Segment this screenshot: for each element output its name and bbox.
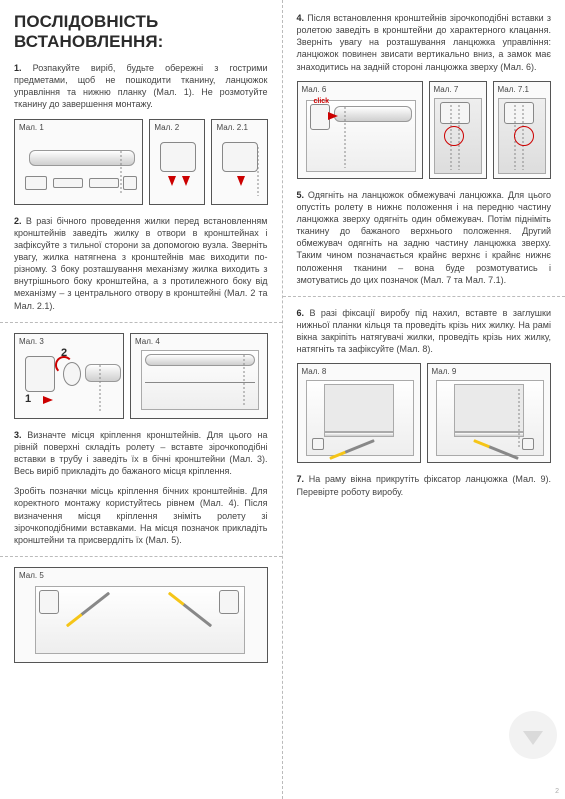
figure-6: Мал. 6 click — [297, 81, 423, 179]
step-2: 2. В разі бічного проведення жилки перед… — [14, 215, 268, 312]
step-6-text: В разі фіксації виробу під нахил, вставт… — [297, 308, 552, 354]
right-column: 4. Після встановлення кронштейнів зірочк… — [283, 0, 565, 799]
step-1-text: Розпакуйте виріб, будьте обережні з гост… — [14, 63, 268, 109]
figure-7-1: Мал. 7.1 — [493, 81, 551, 179]
figure-3: Мал. 3 1 2 — [14, 333, 124, 419]
figure-label: Мал. 9 — [432, 367, 457, 376]
figure-2: Мал. 2 — [149, 119, 205, 205]
step-5: 5. Одягніть на ланцюжок обмежувачі ланцю… — [297, 189, 552, 286]
figure-9: Мал. 9 — [427, 363, 551, 463]
figure-1: Мал. 1 — [14, 119, 143, 205]
fig-row-3-4: Мал. 3 1 2 Мал. 4 — [14, 333, 268, 419]
figure-label: Мал. 6 — [302, 85, 327, 94]
figure-label: Мал. 7.1 — [498, 85, 529, 94]
figure-label: Мал. 1 — [19, 123, 44, 132]
page-number: 2 — [555, 788, 559, 795]
step-7: 7. На раму вікна прикрутіть фіксатор лан… — [297, 473, 552, 497]
watermark-icon — [509, 711, 557, 759]
fig-row-8-9: Мал. 8 Мал. 9 — [297, 363, 552, 463]
page-title: ПОСЛІДОВНІСТЬ ВСТАНОВЛЕННЯ: — [14, 12, 268, 52]
step-2-text: В разі бічного проведення жилки перед вс… — [14, 216, 268, 311]
figure-label: Мал. 5 — [19, 571, 44, 580]
left-column: ПОСЛІДОВНІСТЬ ВСТАНОВЛЕННЯ: 1. Розпакуйт… — [0, 0, 283, 799]
step-3-text: Визначте місця кріплення кронштейнів. Дл… — [14, 430, 268, 476]
figure-label: Мал. 7 — [434, 85, 459, 94]
fig-row-5: Мал. 5 — [14, 567, 268, 663]
figure-5: Мал. 5 — [14, 567, 268, 663]
step-5-text: Одягніть на ланцюжок обмежувачі ланцюжка… — [297, 190, 552, 285]
figure-2-1: Мал. 2.1 — [211, 119, 267, 205]
step-4-text: Після встановлення кронштейнів зірочкопо… — [297, 13, 552, 72]
figure-4: Мал. 4 — [130, 333, 268, 419]
figure-8: Мал. 8 — [297, 363, 421, 463]
step-4: 4. Після встановлення кронштейнів зірочк… — [297, 12, 552, 73]
figure-label: Мал. 2.1 — [216, 123, 247, 132]
step-3b: Зробіть позначки місць кріплення бічних … — [14, 485, 268, 546]
fig-row-1-2: Мал. 1 Мал. 2 Мал. 2.1 — [14, 119, 268, 205]
figure-label: Мал. 8 — [302, 367, 327, 376]
step-7-text: На раму вікна прикрутіть фіксатор ланцюж… — [297, 474, 552, 496]
step-1: 1. Розпакуйте виріб, будьте обережні з г… — [14, 62, 268, 111]
fig-row-6-7: Мал. 6 click Мал. 7 Мал. 7.1 — [297, 81, 552, 179]
figure-label: Мал. 3 — [19, 337, 44, 346]
figure-label: Мал. 2 — [154, 123, 179, 132]
click-label: click — [314, 98, 330, 105]
figure-label: Мал. 4 — [135, 337, 160, 346]
step-6: 6. В разі фіксації виробу під нахил, вст… — [297, 307, 552, 356]
step-3: 3. Визначте місця кріплення кронштейнів.… — [14, 429, 268, 478]
figure-7: Мал. 7 — [429, 81, 487, 179]
